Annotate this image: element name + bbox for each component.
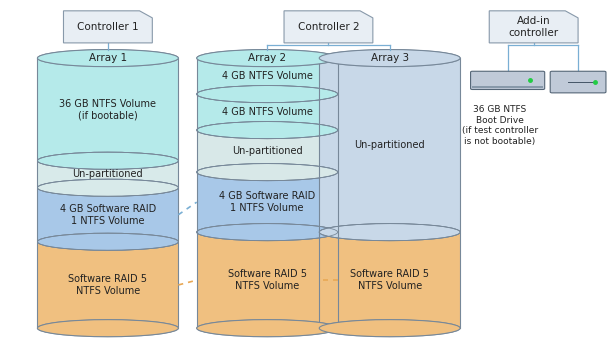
Ellipse shape	[196, 49, 338, 67]
Text: Array 1: Array 1	[89, 53, 127, 63]
Polygon shape	[37, 188, 178, 242]
Polygon shape	[37, 161, 178, 188]
Ellipse shape	[37, 320, 178, 337]
Polygon shape	[319, 232, 460, 328]
Text: 36 GB NTFS Volume
(if bootable): 36 GB NTFS Volume (if bootable)	[60, 99, 157, 120]
Polygon shape	[37, 242, 178, 328]
Text: Controller 1: Controller 1	[77, 22, 139, 32]
Ellipse shape	[196, 164, 338, 181]
Ellipse shape	[37, 233, 178, 250]
Polygon shape	[196, 58, 338, 94]
Ellipse shape	[319, 49, 460, 67]
Ellipse shape	[196, 49, 338, 67]
Polygon shape	[196, 172, 338, 232]
Text: Un-partitioned: Un-partitioned	[72, 169, 143, 179]
Text: Software RAID 5
NTFS Volume: Software RAID 5 NTFS Volume	[228, 270, 306, 291]
Text: 4 GB Software RAID
1 NTFS Volume: 4 GB Software RAID 1 NTFS Volume	[60, 204, 156, 225]
Text: Controller 2: Controller 2	[298, 22, 359, 32]
Ellipse shape	[37, 179, 178, 196]
Ellipse shape	[196, 122, 338, 139]
FancyBboxPatch shape	[470, 71, 545, 89]
Polygon shape	[489, 11, 578, 43]
Ellipse shape	[196, 122, 338, 139]
Ellipse shape	[37, 49, 178, 67]
Text: Software RAID 5
NTFS Volume: Software RAID 5 NTFS Volume	[350, 270, 429, 291]
FancyBboxPatch shape	[472, 85, 543, 88]
Text: Array 2: Array 2	[248, 53, 286, 63]
FancyBboxPatch shape	[550, 71, 606, 93]
Ellipse shape	[319, 224, 460, 241]
Polygon shape	[63, 11, 152, 43]
Ellipse shape	[196, 320, 338, 337]
Ellipse shape	[196, 224, 338, 241]
Polygon shape	[284, 11, 373, 43]
Text: Software RAID 5
NTFS Volume: Software RAID 5 NTFS Volume	[68, 274, 147, 296]
Polygon shape	[196, 130, 338, 172]
Polygon shape	[196, 94, 338, 130]
Text: 36 GB NTFS
Boot Drive
(if test controller
is not bootable): 36 GB NTFS Boot Drive (if test controlle…	[462, 105, 538, 145]
Text: Un-partitioned: Un-partitioned	[232, 146, 303, 156]
Ellipse shape	[196, 85, 338, 103]
Ellipse shape	[196, 224, 338, 241]
Text: 4 GB Software RAID
1 NTFS Volume: 4 GB Software RAID 1 NTFS Volume	[219, 191, 316, 213]
Ellipse shape	[37, 49, 178, 67]
Ellipse shape	[196, 85, 338, 103]
Ellipse shape	[37, 320, 178, 337]
Ellipse shape	[196, 320, 338, 337]
Ellipse shape	[319, 320, 460, 337]
Text: Add-in
controller: Add-in controller	[508, 16, 559, 38]
Text: 4 GB NTFS Volume: 4 GB NTFS Volume	[222, 71, 313, 81]
Polygon shape	[196, 232, 338, 328]
Ellipse shape	[37, 179, 178, 196]
Text: Array 3: Array 3	[371, 53, 409, 63]
Ellipse shape	[319, 224, 460, 241]
Text: Un-partitioned: Un-partitioned	[354, 140, 425, 150]
Ellipse shape	[319, 49, 460, 67]
Polygon shape	[319, 58, 460, 232]
Ellipse shape	[37, 152, 178, 169]
Text: 4 GB NTFS Volume: 4 GB NTFS Volume	[222, 107, 313, 117]
Polygon shape	[37, 58, 178, 161]
Ellipse shape	[319, 320, 460, 337]
Ellipse shape	[37, 152, 178, 169]
Ellipse shape	[196, 164, 338, 181]
Ellipse shape	[37, 233, 178, 250]
